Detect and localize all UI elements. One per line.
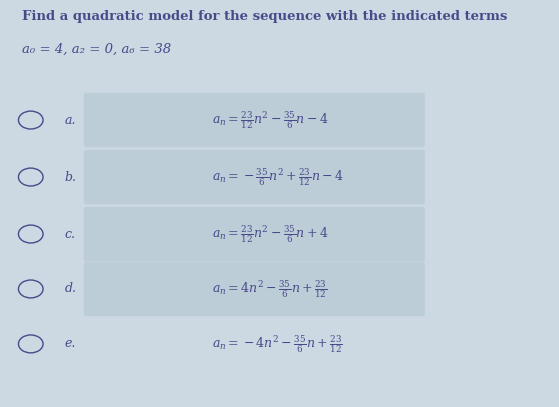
Text: d.: d. (64, 282, 76, 295)
FancyBboxPatch shape (84, 262, 425, 316)
Text: a₀ = 4, a₂ = 0, a₆ = 38: a₀ = 4, a₂ = 0, a₆ = 38 (22, 43, 172, 56)
FancyBboxPatch shape (84, 150, 425, 204)
Text: $a_n = \frac{23}{12}n^2 - \frac{35}{6}n - 4$: $a_n = \frac{23}{12}n^2 - \frac{35}{6}n … (212, 109, 329, 131)
Text: $a_n = -\frac{35}{6}n^2 + \frac{23}{12}n - 4$: $a_n = -\frac{35}{6}n^2 + \frac{23}{12}n… (212, 166, 344, 188)
Text: $a_n = -4n^2 - \frac{35}{6}n + \frac{23}{12}$: $a_n = -4n^2 - \frac{35}{6}n + \frac{23}… (212, 333, 343, 355)
Text: a.: a. (64, 114, 76, 127)
FancyBboxPatch shape (84, 207, 425, 261)
Text: e.: e. (64, 337, 75, 350)
FancyBboxPatch shape (84, 93, 425, 147)
Text: c.: c. (64, 228, 75, 241)
Text: Find a quadratic model for the sequence with the indicated terms: Find a quadratic model for the sequence … (22, 10, 508, 23)
Text: b.: b. (64, 171, 76, 184)
Text: $a_n = 4n^2 - \frac{35}{6}n + \frac{23}{12}$: $a_n = 4n^2 - \frac{35}{6}n + \frac{23}{… (212, 278, 328, 300)
Text: $a_n = \frac{23}{12}n^2 - \frac{35}{6}n + 4$: $a_n = \frac{23}{12}n^2 - \frac{35}{6}n … (212, 223, 329, 245)
